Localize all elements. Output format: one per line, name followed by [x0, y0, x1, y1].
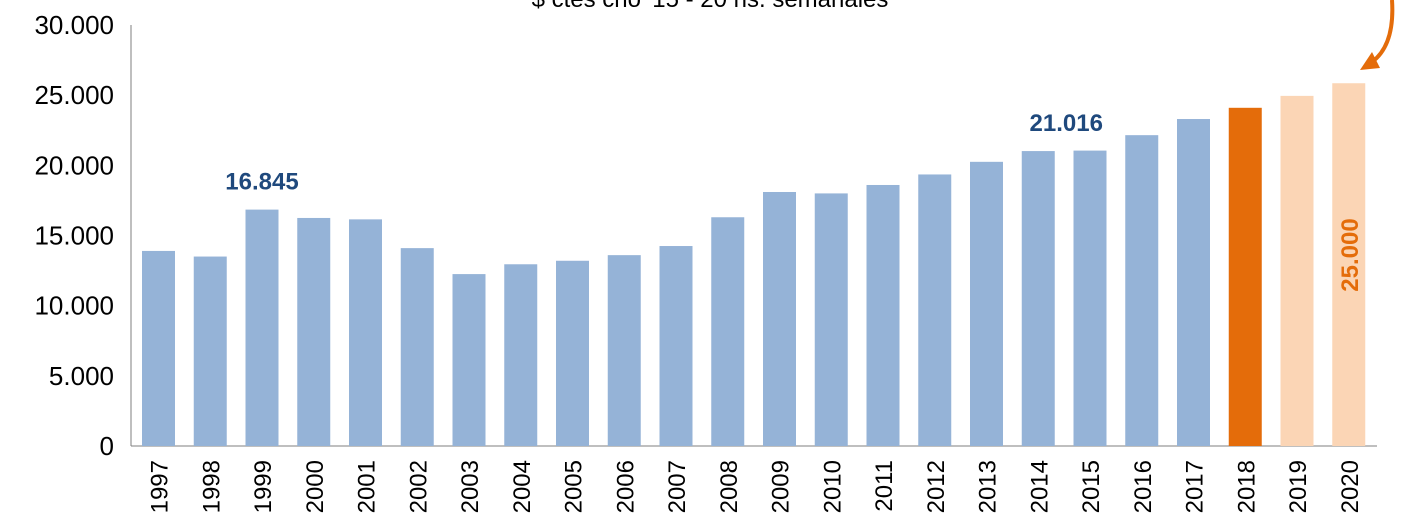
bar-2017 — [1177, 119, 1210, 447]
bar-2003 — [452, 274, 486, 446]
x-tick-label: 2007 — [664, 460, 691, 513]
bar-2004 — [504, 264, 538, 446]
bar-1999 — [245, 209, 279, 446]
bar-2015 — [1073, 150, 1107, 446]
x-tick-label: 2016 — [1130, 460, 1157, 513]
x-tick-label: 2013 — [975, 460, 1002, 513]
x-tick-label: 2000 — [302, 460, 329, 513]
x-tick-label: 1999 — [250, 460, 277, 513]
x-tick-label: 2010 — [819, 460, 846, 513]
y-tick-label: 5.000 — [49, 361, 114, 391]
x-tick-label: 1998 — [198, 460, 225, 513]
bar-2007 — [659, 246, 693, 446]
bar-2016 — [1125, 135, 1159, 446]
y-tick-label: 25.000 — [34, 80, 114, 110]
bar-2001 — [349, 219, 382, 446]
x-tick-label: 2003 — [457, 460, 484, 513]
bar-2019 — [1280, 95, 1314, 446]
x-tick-label: 2014 — [1026, 460, 1053, 513]
x-tick-label: 2006 — [612, 460, 639, 513]
x-tick-label: 1997 — [147, 460, 174, 513]
x-tick-label: 2019 — [1285, 460, 1312, 513]
bar-2002 — [400, 248, 434, 446]
data-label-1999: 16.845 — [225, 169, 298, 196]
bar-2012 — [918, 174, 952, 446]
bar-2006 — [607, 255, 641, 446]
arrow-head — [1360, 52, 1380, 70]
x-tick-label: 2012 — [923, 460, 950, 513]
bar-2005 — [556, 260, 589, 446]
data-label-2014: 21.016 — [1030, 110, 1103, 137]
x-tick-label: 2005 — [561, 460, 588, 513]
data-label-2020: 25.000 — [1337, 218, 1364, 291]
bar-2008 — [711, 217, 745, 446]
x-tick-label: 2015 — [1078, 460, 1105, 513]
x-tick-label: 2004 — [509, 460, 536, 513]
y-tick-label: 30.000 — [34, 10, 114, 40]
x-tick-label: 2001 — [354, 460, 381, 513]
x-tick-label: 2018 — [1233, 460, 1260, 513]
bar-2000 — [297, 217, 331, 446]
chart-subtitle: $ ctes cno '15 - 20 hs. semanales — [430, 0, 990, 14]
y-tick-label: 15.000 — [34, 221, 114, 251]
bar-2010 — [814, 193, 848, 446]
bar-2011 — [866, 184, 900, 447]
x-tick-label: 2017 — [1182, 460, 1209, 513]
y-tick-label: 10.000 — [34, 291, 114, 321]
bar-2009 — [763, 191, 796, 446]
y-tick-label: 0 — [100, 431, 114, 461]
arrow-curve — [1370, 0, 1395, 64]
bar-2013 — [970, 161, 1003, 446]
bar-2018 — [1228, 107, 1262, 447]
x-tick-label: 2008 — [716, 460, 743, 513]
bar-1997 — [142, 250, 175, 446]
x-tick-label: 2002 — [405, 460, 432, 513]
y-tick-label: 20.000 — [34, 150, 114, 180]
x-tick-label: 2011 — [871, 460, 898, 512]
bar-2020 — [1332, 83, 1366, 446]
x-tick-label: 2020 — [1337, 460, 1364, 513]
x-tick-label: 2009 — [768, 460, 795, 513]
bar-1998 — [193, 256, 227, 446]
bar-2014 — [1021, 151, 1055, 446]
